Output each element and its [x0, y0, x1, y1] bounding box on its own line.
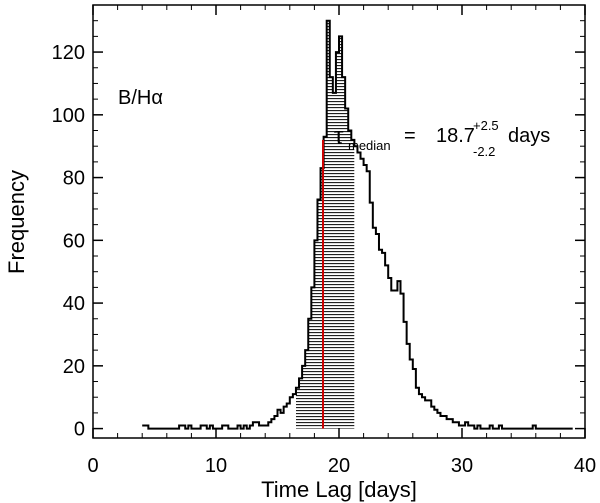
median-label-value: 18.7: [436, 125, 475, 147]
panel-label: B/Hα: [118, 87, 163, 109]
y-tick-label: 120: [52, 42, 85, 64]
y-axis-title: Frequency: [4, 170, 29, 274]
median-label-lower: -2.2: [473, 144, 495, 159]
histogram-outline: [142, 19, 573, 430]
x-tick-label: 30: [451, 455, 473, 477]
x-axis-ticks: 0 10 20 30 40: [87, 5, 596, 477]
x-tick-label: 10: [205, 455, 227, 477]
y-tick-label: 60: [63, 230, 85, 252]
median-label-upper: +2.5: [473, 118, 499, 133]
x-tick-label: 20: [328, 455, 350, 477]
x-axis-title: Time Lag [days]: [261, 477, 417, 502]
median-label-symbol: τ: [334, 123, 344, 150]
y-tick-label: 0: [74, 419, 85, 441]
x-tick-label: 0: [87, 455, 98, 477]
median-label-equals: =: [404, 125, 416, 147]
y-tick-label: 20: [63, 356, 85, 378]
median-label-unit: days: [508, 125, 550, 147]
y-tick-label: 40: [63, 293, 85, 315]
median-annotation: τ median = 18.7 +2.5 -2.2 days: [334, 118, 550, 159]
y-tick-label: 100: [52, 105, 85, 127]
y-axis-ticks: 0 20 40 60 80 100 120: [52, 4, 585, 441]
median-label-subscript: median: [348, 138, 391, 153]
y-tick-label: 80: [63, 168, 85, 190]
x-tick-label: 40: [574, 455, 596, 477]
